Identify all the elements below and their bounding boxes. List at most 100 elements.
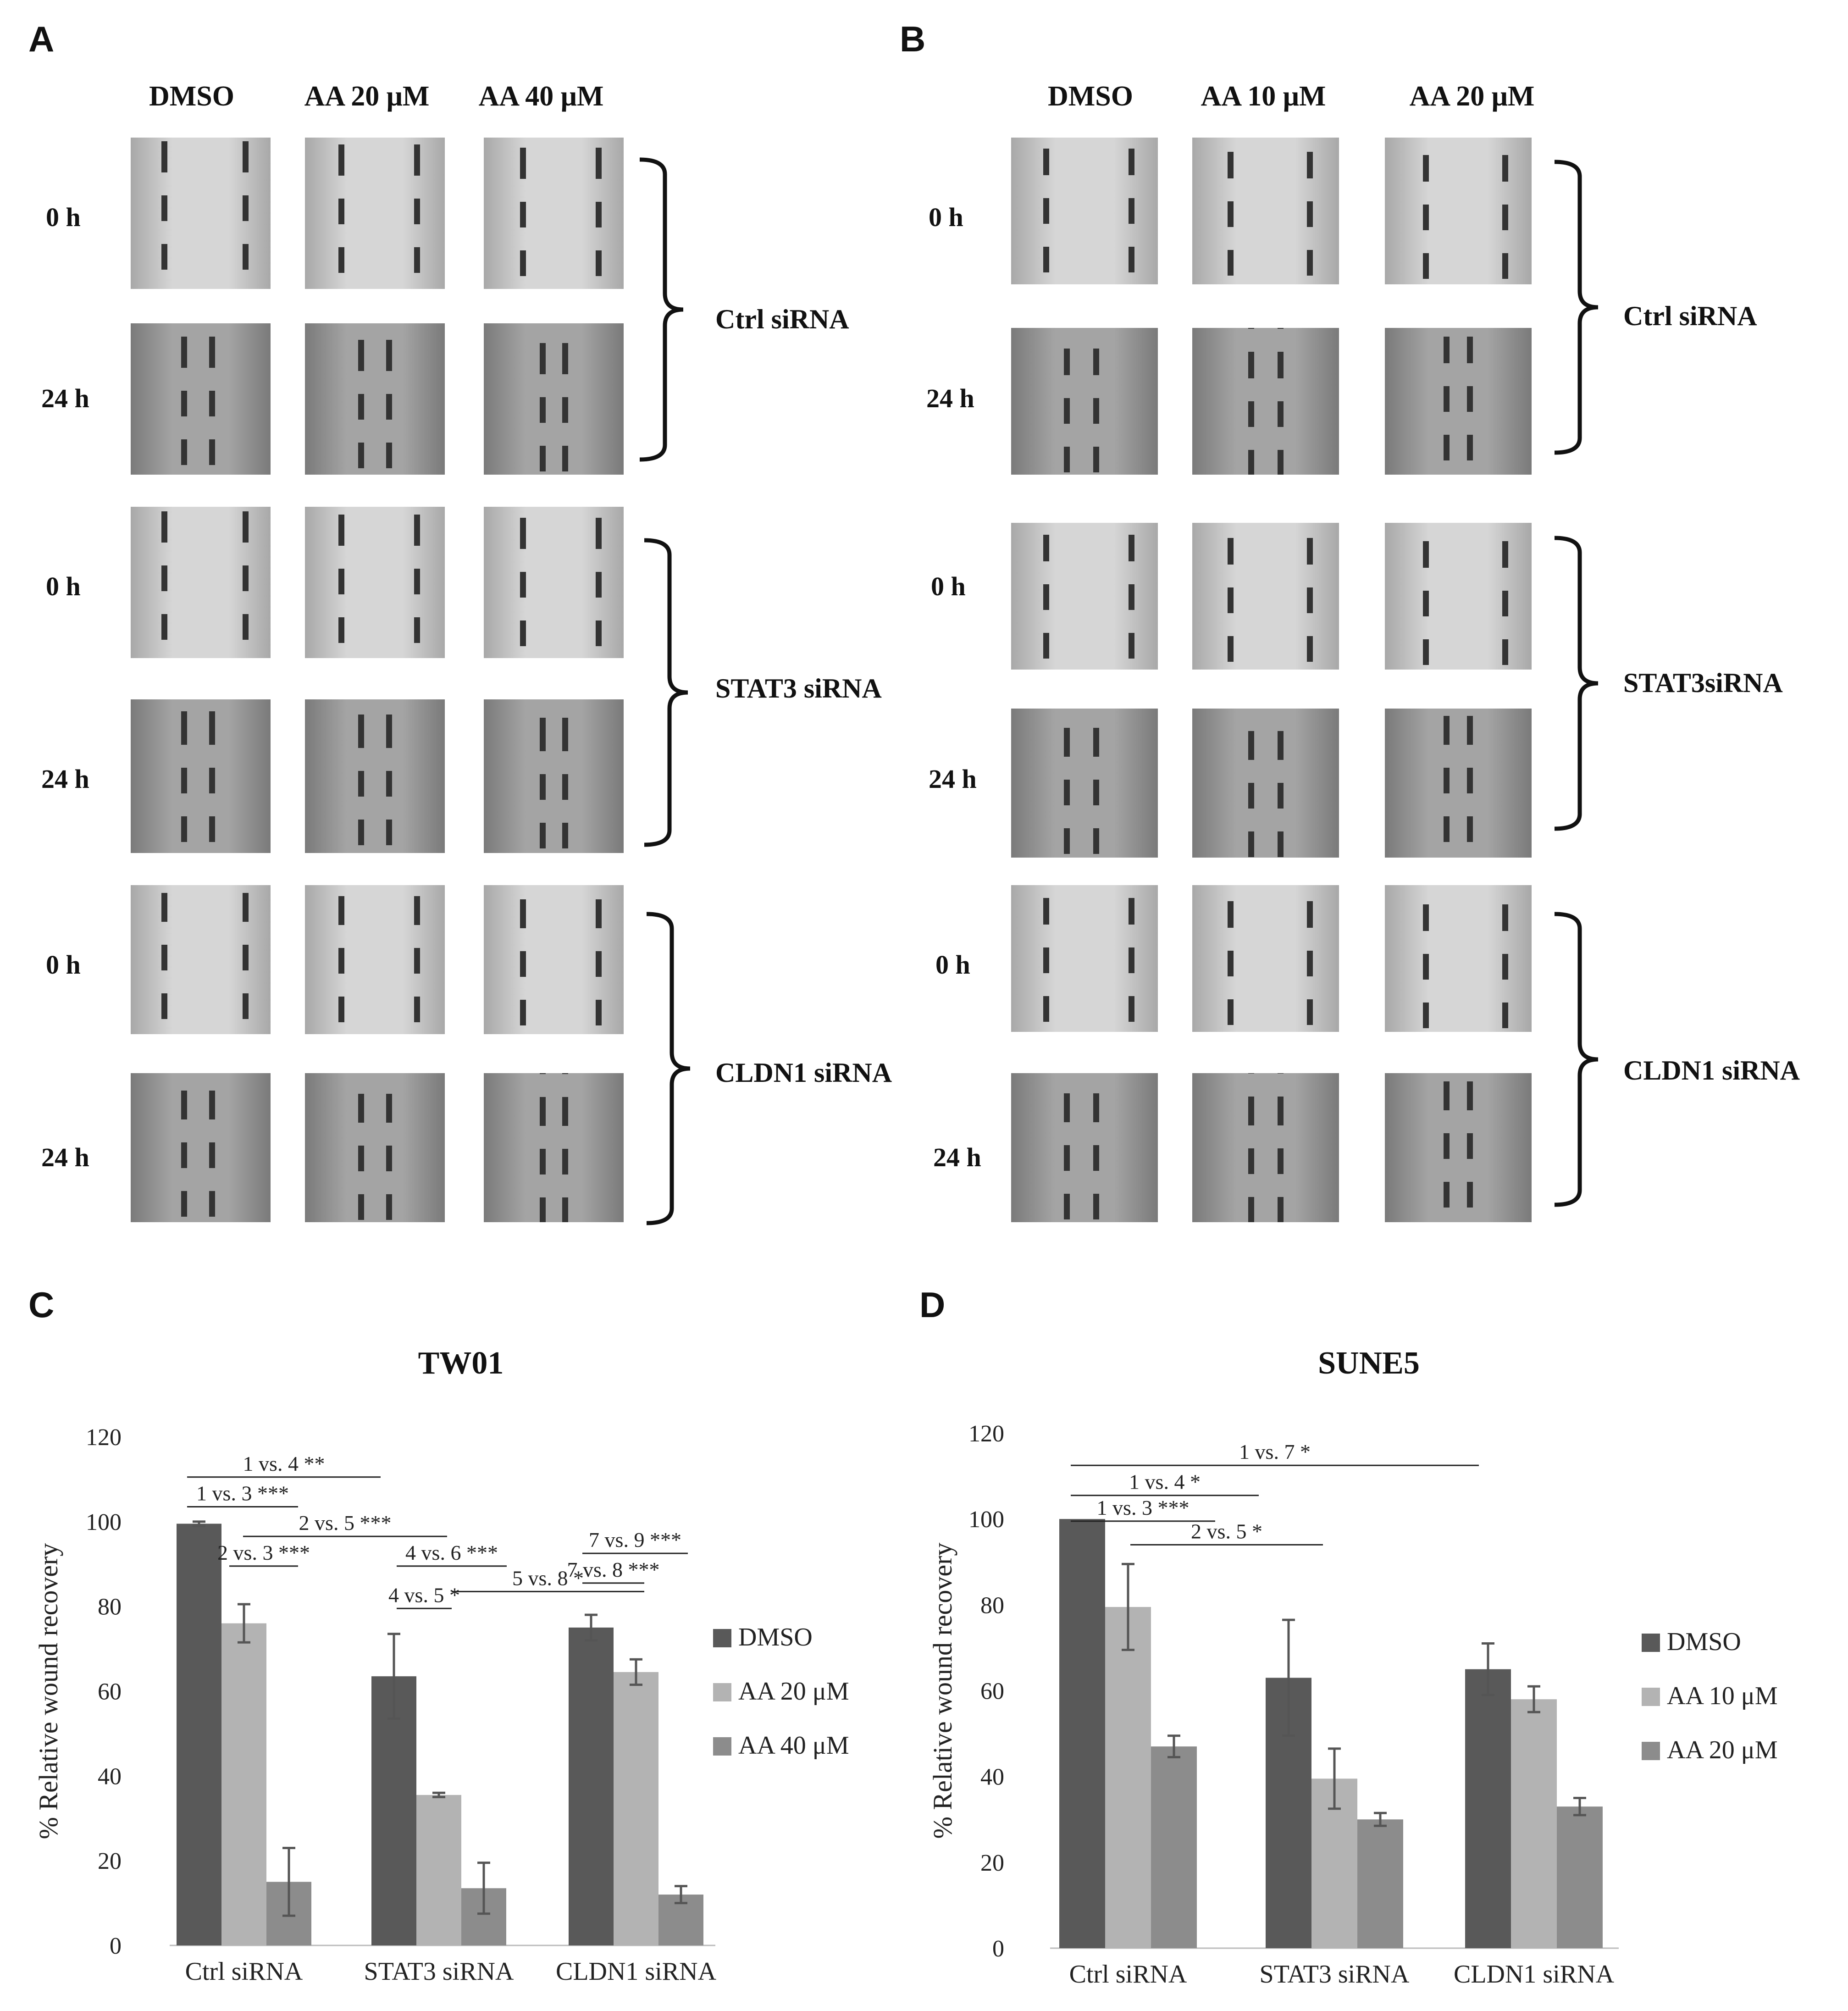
micrograph [1011, 328, 1158, 475]
significance-label: 1 vs. 3 *** [1097, 1496, 1190, 1519]
y-tick-label: 0 [992, 1936, 1004, 1962]
legend-swatch [1642, 1742, 1660, 1760]
micrograph [1192, 138, 1339, 284]
micrograph [305, 507, 445, 658]
significance-label: 7 vs. 8 *** [567, 1558, 660, 1581]
panel-b-col-head-aa10: AA 10 μM [1201, 81, 1326, 112]
y-tick-label: 80 [980, 1592, 1004, 1618]
panel-letter-d: D [919, 1285, 946, 1325]
micrograph [1011, 138, 1158, 284]
panel-letter-b: B [900, 19, 926, 59]
micrograph [131, 885, 271, 1034]
significance-label: 5 vs. 8 * [512, 1566, 584, 1590]
legend-entry: AA 10 μM [1667, 1682, 1778, 1710]
y-tick-label: 40 [98, 1763, 122, 1789]
micrograph [131, 507, 271, 658]
panel-a-col-head-dmso: DMSO [149, 81, 234, 112]
x-tick-label: Ctrl siRNA [1069, 1960, 1187, 1989]
micrograph [1385, 328, 1532, 475]
significance-label: 1 vs. 7 * [1239, 1440, 1311, 1463]
panel-b-group-label-ctrl: Ctrl siRNA [1623, 301, 1757, 331]
panel-letter-a: A [28, 19, 55, 59]
panel-a-row-label: 24 h [41, 764, 89, 794]
panel-a-col-head-aa20: AA 20 μM [304, 81, 430, 112]
chart-title: SUNE5 [1318, 1346, 1420, 1381]
micrograph [1192, 709, 1339, 858]
panel-a-group-label-ctrl: Ctrl siRNA [715, 304, 849, 334]
panel-b-group-label-cldn1: CLDN1 siRNA [1623, 1055, 1800, 1086]
micrograph [484, 885, 624, 1034]
bar [1151, 1746, 1197, 1948]
micrograph [1011, 709, 1158, 858]
significance-label: 1 vs. 3 *** [196, 1481, 289, 1505]
micrograph [1192, 523, 1339, 670]
significance-label: 4 vs. 6 *** [405, 1541, 498, 1564]
x-tick-label: Ctrl siRNA [185, 1957, 303, 1986]
micrograph [1385, 885, 1532, 1032]
micrograph [131, 1073, 271, 1222]
significance-label: 1 vs. 4 * [1129, 1470, 1201, 1494]
panel-a-row-label: 0 h [46, 950, 81, 980]
bar [1105, 1607, 1151, 1948]
legend-swatch [713, 1629, 731, 1647]
y-tick-label: 120 [86, 1424, 122, 1451]
legend-entry: AA 40 μM [738, 1731, 849, 1760]
micrograph [1192, 885, 1339, 1032]
panel-a-group-label-stat3: STAT3 siRNA [715, 673, 882, 704]
chart-title: TW01 [418, 1346, 504, 1381]
chart-sune5: SUNE5 % Relative wound recovery 0 20 40 60 80 1… [928, 1346, 1778, 1989]
panel-a-row-label: 0 h [46, 571, 81, 601]
y-tick-label: 100 [86, 1509, 122, 1535]
y-tick-label: 60 [980, 1679, 1004, 1705]
y-tick-label: 20 [980, 1850, 1004, 1876]
panel-letter-c: C [28, 1285, 55, 1325]
bar [569, 1627, 614, 1945]
brace-b-cldn1 [1554, 912, 1599, 1207]
panel-a-group-label-cldn1: CLDN1 siRNA [715, 1058, 892, 1088]
micrograph [1192, 1073, 1339, 1222]
micrograph [1385, 709, 1532, 858]
micrograph [1385, 523, 1532, 670]
y-tick-label: 120 [968, 1421, 1004, 1447]
legend-entry: AA 20 μM [1667, 1736, 1778, 1764]
micrograph [305, 1073, 445, 1222]
micrograph [305, 885, 445, 1034]
panel-b-row-label: 0 h [935, 950, 970, 980]
micrograph [131, 699, 271, 853]
micrograph [1011, 1073, 1158, 1222]
x-tick-label: STAT3 siRNA [1260, 1960, 1410, 1989]
panel-a-row-label: 24 h [41, 383, 89, 413]
micrograph [1385, 138, 1532, 284]
panel-b-row-label: 24 h [926, 383, 974, 413]
legend-swatch [713, 1683, 731, 1701]
panel-b-group-label-stat3: STAT3siRNA [1623, 668, 1783, 698]
y-tick-label: 80 [98, 1594, 122, 1620]
bar [416, 1795, 461, 1945]
x-tick-label: CLDN1 siRNA [1454, 1960, 1615, 1989]
brace-a-stat3 [644, 538, 688, 847]
bar [1465, 1669, 1511, 1948]
panel-b-col-head-dmso: DMSO [1048, 81, 1133, 112]
bar [221, 1623, 266, 1945]
brace-a-cldn1 [646, 912, 691, 1225]
micrograph [484, 138, 624, 289]
micrograph [1385, 1073, 1532, 1222]
bar [1511, 1699, 1557, 1948]
panel-b-row-label: 0 h [931, 571, 966, 601]
legend-entry: DMSO [738, 1623, 813, 1651]
significance-label: 2 vs. 5 * [1191, 1519, 1262, 1543]
micrograph [484, 1073, 624, 1222]
micrograph [1011, 885, 1158, 1032]
y-tick-label: 60 [98, 1679, 122, 1705]
legend-swatch [1642, 1688, 1660, 1706]
micrograph [131, 323, 271, 475]
micrograph [484, 699, 624, 853]
y-tick-label: 20 [98, 1848, 122, 1874]
bar [1357, 1819, 1403, 1948]
chart-tw01: TW01 % Relative wound recovery 0 20 40 60 80 10… [33, 1346, 849, 1986]
bar [1059, 1519, 1105, 1948]
bar [614, 1672, 658, 1945]
legend-entry: AA 20 μM [738, 1677, 849, 1706]
panel-b-row-label: 24 h [933, 1142, 981, 1172]
brace-b-stat3 [1554, 536, 1599, 831]
